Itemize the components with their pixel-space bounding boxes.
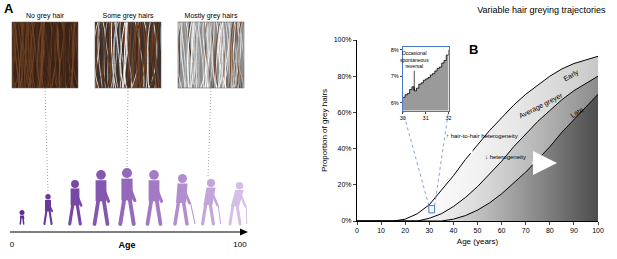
svg-text:Proportion of grey hairs: Proportion of grey hairs xyxy=(320,89,329,172)
svg-text:Occasionalspontaneousreversal: Occasionalspontaneousreversal xyxy=(400,50,429,69)
svg-text:Average greyer: Average greyer xyxy=(518,91,565,120)
svg-text:8%: 8% xyxy=(391,47,399,53)
svg-text:60%: 60% xyxy=(338,109,352,116)
svg-text:A: A xyxy=(4,1,14,16)
svg-text:0: 0 xyxy=(355,227,359,234)
svg-text:10: 10 xyxy=(377,227,385,234)
svg-text:Early: Early xyxy=(562,68,580,83)
svg-text:30: 30 xyxy=(425,227,433,234)
svg-text:30: 30 xyxy=(400,115,406,121)
svg-text:90: 90 xyxy=(570,227,578,234)
svg-text:Age: Age xyxy=(118,240,135,250)
svg-text:6%: 6% xyxy=(391,100,399,106)
svg-text:0: 0 xyxy=(10,240,15,249)
svg-text:80%: 80% xyxy=(338,73,352,80)
svg-text:↓ heterogeneity: ↓ heterogeneity xyxy=(485,154,526,160)
svg-text:50: 50 xyxy=(474,227,482,234)
svg-text:60: 60 xyxy=(498,227,506,234)
svg-text:Late: Late xyxy=(569,106,584,119)
svg-text:32: 32 xyxy=(446,115,452,121)
svg-text:Some grey hairs: Some grey hairs xyxy=(103,12,154,20)
svg-text:7%: 7% xyxy=(391,73,399,79)
svg-text:Age (years): Age (years) xyxy=(457,237,499,246)
svg-text:Variable hair greying trajecto: Variable hair greying trajectories xyxy=(477,5,606,15)
svg-text:↑ hair-to-hair heterogeneity: ↑ hair-to-hair heterogeneity xyxy=(446,133,518,139)
svg-text:100%: 100% xyxy=(334,36,352,43)
svg-text:40%: 40% xyxy=(338,145,352,152)
svg-text:70: 70 xyxy=(522,227,530,234)
svg-text:Mostly grey hairs: Mostly grey hairs xyxy=(185,12,238,20)
svg-text:0%: 0% xyxy=(341,217,351,224)
svg-text:100: 100 xyxy=(233,240,247,249)
svg-text:31: 31 xyxy=(423,115,429,121)
svg-text:100: 100 xyxy=(592,227,604,234)
svg-text:20%: 20% xyxy=(338,181,352,188)
svg-text:No grey hair: No grey hair xyxy=(26,12,65,20)
svg-text:80: 80 xyxy=(546,227,554,234)
svg-text:20: 20 xyxy=(401,227,409,234)
svg-text:40: 40 xyxy=(450,227,458,234)
svg-text:B: B xyxy=(469,42,478,57)
